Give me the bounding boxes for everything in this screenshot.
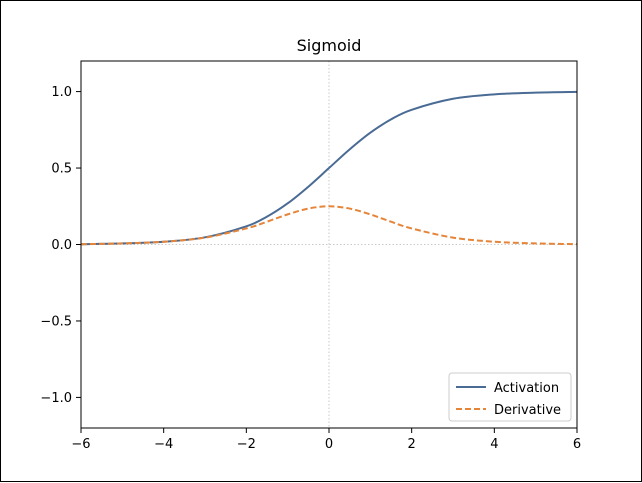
y-axis-ticks: −1.0 −0.5 0.0 0.5 1.0 <box>40 85 81 406</box>
series-lines <box>80 90 578 246</box>
x-tick-label: 4 <box>490 437 498 452</box>
x-tick-label: 2 <box>408 437 416 452</box>
x-axis-ticks: −6 −4 −2 0 2 4 6 <box>71 428 581 452</box>
chart-title: Sigmoid <box>297 36 362 55</box>
x-tick-label: 6 <box>573 437 581 452</box>
reference-lines <box>81 61 577 428</box>
series-line-derivative <box>80 205 578 246</box>
x-tick-label: −6 <box>71 437 90 452</box>
x-tick-label: 0 <box>325 437 333 452</box>
legend: Activation Derivative <box>448 372 572 422</box>
y-tick-label: −1.0 <box>40 391 72 406</box>
y-tick-label: 0.5 <box>51 162 72 177</box>
x-tick-label: −4 <box>154 437 173 452</box>
legend-label-activation: Activation <box>494 381 559 396</box>
y-tick-label: 1.0 <box>51 85 72 100</box>
legend-label-derivative: Derivative <box>494 403 561 418</box>
y-tick-label: −0.5 <box>40 314 72 329</box>
y-tick-label: 0.0 <box>51 238 72 253</box>
x-tick-label: −2 <box>237 437 256 452</box>
